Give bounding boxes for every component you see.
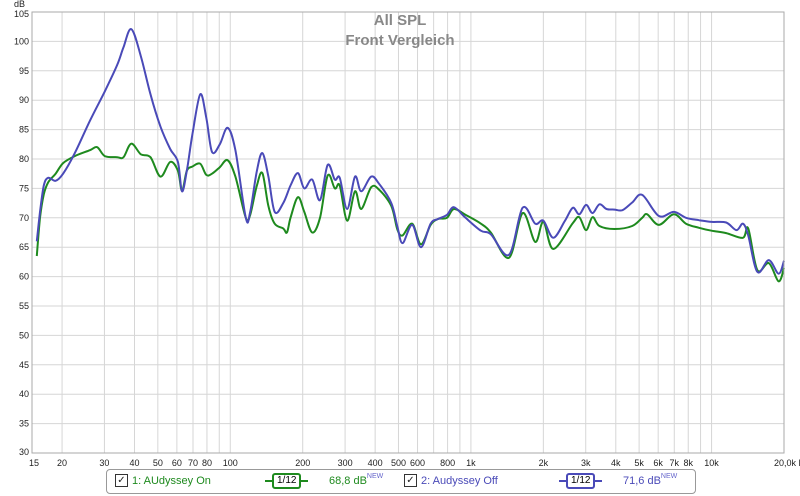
x-tick-label: 1k (466, 458, 476, 468)
level-audyssey-off: 71,6 dBNEW (623, 473, 678, 487)
checkbox-audyssey-on[interactable]: ✓ (115, 474, 128, 487)
series-line-audyssey-on (35, 142, 785, 283)
y-axis-ticks: 30 35 40 45 50 55 60 65 70 75 80 85 90 95 100 105 (14, 9, 29, 457)
legend-label: 2: Audyssey Off (421, 474, 498, 487)
legend: ✓ 1: AUdyssey On 1/12 68,8 dBNEW ✓ 2: Au… (106, 469, 696, 494)
y-tick-label: 40 (19, 389, 29, 399)
chart-title: All SPL (374, 12, 427, 29)
x-tick-label: 500 (391, 458, 406, 468)
x-tick-label: 70 (188, 458, 198, 468)
x-tick-label: 40 (129, 458, 139, 468)
x-tick-label: 20 (57, 458, 67, 468)
smoothing-label: 1/12 (272, 473, 302, 489)
smoothing-badge-off[interactable]: 1/12 (559, 473, 603, 489)
x-tick-label: 5k (634, 458, 644, 468)
legend-label: 1: AUdyssey On (132, 474, 211, 487)
x-tick-label: 10k (704, 458, 719, 468)
x-tick-label: 600 (410, 458, 425, 468)
y-tick-label: 90 (19, 95, 29, 105)
series-line-audyssey-off (35, 28, 785, 275)
x-tick-label: 3k (581, 458, 591, 468)
x-tick-label: 800 (440, 458, 455, 468)
x-tick-label: 50 (153, 458, 163, 468)
y-tick-label: 80 (19, 154, 29, 164)
y-tick-label: 70 (19, 213, 29, 223)
x-tick-label: 100 (223, 458, 238, 468)
x-tick-label: 2k (539, 458, 549, 468)
y-axis-label: dB (14, 0, 25, 9)
chart-subtitle: Front Vergleich (345, 32, 454, 49)
y-tick-label: 35 (19, 419, 29, 429)
y-tick-label: 50 (19, 330, 29, 340)
legend-item-audyssey-off[interactable]: ✓ 2: Audyssey Off (404, 474, 498, 487)
x-axis-ticks: 15 20 30 40 50 60 70 80 100 200 300 400 500 600 800 1k 2… (29, 458, 800, 468)
y-tick-label: 60 (19, 272, 29, 282)
y-tick-label: 45 (19, 360, 29, 370)
y-tick-label: 85 (19, 125, 29, 135)
x-tick-label: 6k (653, 458, 663, 468)
checkbox-audyssey-off[interactable]: ✓ (404, 474, 417, 487)
y-tick-label: 65 (19, 242, 29, 252)
smoothing-badge-on[interactable]: 1/12 (265, 473, 309, 489)
x-tick-label: 4k (611, 458, 621, 468)
y-tick-label: 105 (14, 9, 29, 19)
y-tick-label: 100 (14, 36, 29, 46)
x-tick-label: 8k (683, 458, 693, 468)
level-audyssey-on: 68,8 dBNEW (329, 473, 384, 487)
y-tick-label: 30 (19, 447, 29, 457)
x-tick-label: 200 (295, 458, 310, 468)
y-tick-label: 75 (19, 183, 29, 193)
smoothing-label: 1/12 (566, 473, 596, 489)
y-tick-label: 95 (19, 66, 29, 76)
x-tick-label: 30 (99, 458, 109, 468)
x-tick-label: 15 (29, 458, 39, 468)
x-tick-label: 80 (202, 458, 212, 468)
series-lines (35, 28, 785, 283)
x-tick-label: 60 (172, 458, 182, 468)
x-tick-label: 7k (670, 458, 680, 468)
legend-item-audyssey-on[interactable]: ✓ 1: AUdyssey On (115, 474, 211, 487)
x-tick-label: 400 (368, 458, 383, 468)
x-tick-label: 20,0k Hz (774, 458, 800, 468)
y-tick-label: 55 (19, 301, 29, 311)
x-tick-label: 300 (338, 458, 353, 468)
plot-frame (31, 11, 785, 454)
